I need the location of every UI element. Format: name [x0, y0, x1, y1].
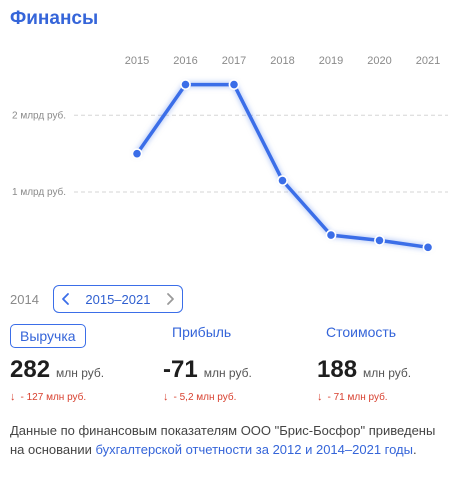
data-point-2016[interactable]	[180, 79, 191, 90]
profit-unit: млн руб.	[203, 366, 252, 380]
profit-delta: ↓ - 5,2 млн руб.	[163, 391, 236, 403]
data-point-2017[interactable]	[228, 79, 240, 90]
value-delta-text: - 71 млн руб.	[327, 391, 388, 403]
x-tick-label: 2019	[319, 55, 343, 67]
data-point-2020[interactable]	[374, 235, 385, 246]
profit-delta-text: - 5,2 млн руб.	[173, 391, 237, 403]
previous-year-link[interactable]: 2014	[10, 291, 39, 307]
year-range-selector: 2014 2015–2021	[10, 284, 183, 314]
data-point-2015[interactable]	[131, 148, 143, 160]
arrow-down-icon: ↓	[317, 391, 323, 403]
x-tick-label: 2021	[416, 55, 440, 67]
x-tick-label: 2020	[367, 55, 391, 67]
revenue-line	[135, 82, 430, 250]
profit-value: -71 млн руб.	[163, 356, 252, 384]
revenue-amount: 282	[10, 356, 51, 383]
section-title: Финансы	[10, 8, 99, 29]
note-text: Данные по финансовым показателям ООО "Бр…	[10, 423, 436, 457]
value-value: 188 млн руб.	[317, 356, 411, 384]
y-tick-label: 2 млрд руб.	[12, 109, 66, 121]
finance-chart: 2 млрд руб.1 млрд руб. 2015 2016 2017 2018 2…	[12, 55, 448, 253]
x-tick-label: 2017	[222, 55, 246, 67]
value-unit: млн руб.	[363, 366, 412, 380]
accounting-report-link[interactable]: бухгалтерской отчетности за 2012 и 2014–…	[95, 442, 413, 457]
data-source-note: Данные по финансовым показателям ООО "Бр…	[10, 421, 450, 459]
x-tick-label: 2015	[125, 55, 149, 67]
y-tick-label: 1 млрд руб.	[12, 186, 66, 198]
arrow-down-icon: ↓	[163, 391, 169, 403]
data-point-2018[interactable]	[277, 175, 288, 186]
tab-revenue[interactable]: Выручка	[10, 324, 86, 348]
chevron-right-icon[interactable]	[164, 292, 176, 306]
tab-value[interactable]: Стоимость	[326, 324, 397, 340]
profit-amount: -71	[163, 356, 198, 383]
range-label: 2015–2021	[85, 291, 151, 307]
value-amount: 188	[317, 356, 358, 383]
data-point-2019[interactable]	[325, 229, 337, 241]
revenue-delta: ↓ - 127 млн руб.	[10, 391, 86, 403]
tab-profit[interactable]: Прибыль	[172, 324, 232, 340]
x-tick-label: 2018	[270, 55, 294, 67]
revenue-value: 282 млн руб.	[10, 356, 104, 384]
x-tick-label: 2016	[173, 55, 197, 67]
data-point-2021[interactable]	[422, 241, 434, 253]
revenue-unit: млн руб.	[56, 366, 105, 380]
data-points	[131, 79, 434, 253]
range-box: 2015–2021	[52, 285, 183, 313]
chart-grid: 2 млрд руб. 1 млрд руб.	[12, 109, 448, 198]
arrow-down-icon: ↓	[10, 391, 16, 403]
chevron-left-icon[interactable]	[60, 292, 72, 306]
value-delta: ↓ - 71 млн руб.	[317, 391, 388, 403]
revenue-delta-text: - 127 млн руб.	[20, 391, 87, 403]
x-axis-ticks: 2015 2016 2017 2018 2019 2020 2021	[125, 55, 440, 67]
note-end: .	[413, 442, 417, 457]
